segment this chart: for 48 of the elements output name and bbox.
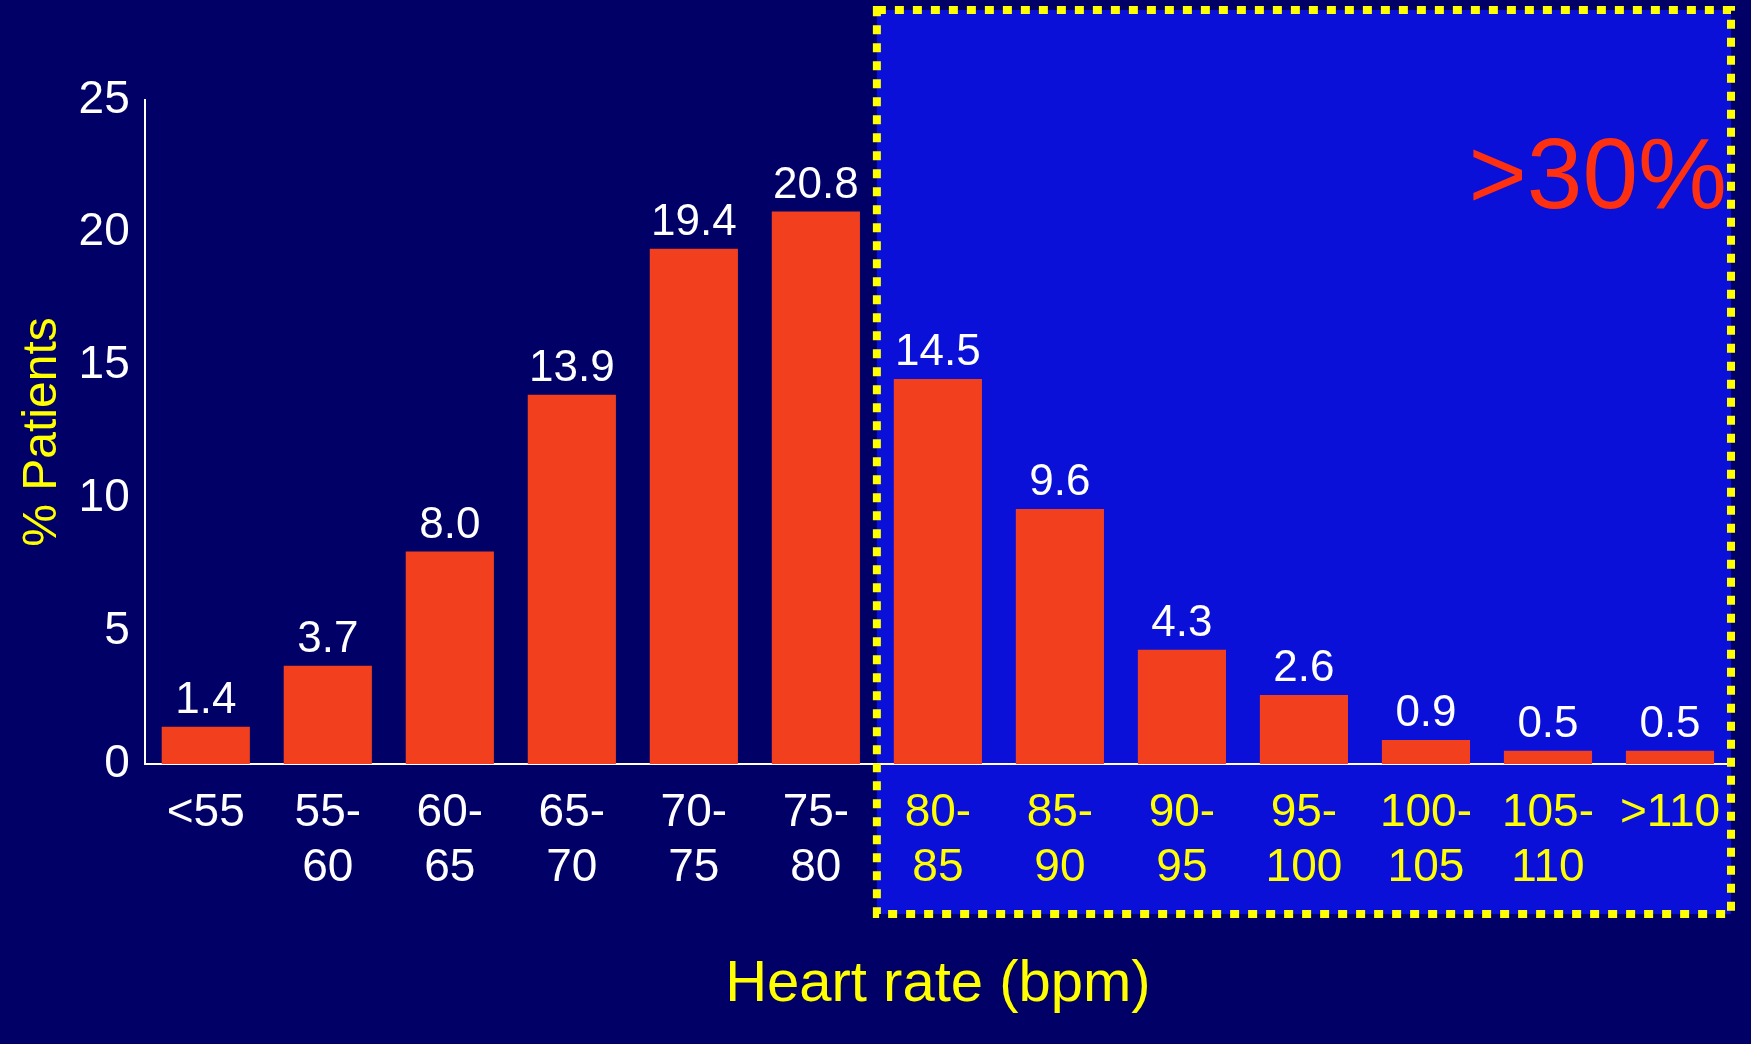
x-tick-label: 85-90 — [1026, 784, 1094, 892]
x-tick-label: 60-65 — [416, 784, 484, 892]
x-tick-label: 80-85 — [904, 784, 972, 892]
bar — [1137, 649, 1226, 764]
bar — [1503, 750, 1593, 764]
data-label: 13.9 — [529, 340, 615, 390]
x-tick-label: 75-80 — [782, 784, 850, 892]
data-label: 9.6 — [1029, 455, 1091, 505]
bar — [1381, 740, 1471, 764]
bar — [283, 665, 372, 764]
x-tick-label: >110 — [1619, 784, 1721, 837]
y-tick-label: 10 — [78, 469, 130, 522]
x-tick-label: 95-100 — [1265, 784, 1343, 892]
bar — [1015, 509, 1104, 764]
bar — [771, 211, 860, 764]
data-label: 3.7 — [297, 611, 359, 661]
x-tick-label: 65-70 — [538, 784, 606, 892]
y-tick-label: 25 — [78, 70, 130, 123]
data-label: 1.4 — [175, 672, 237, 722]
y-tick-label: 0 — [104, 734, 130, 787]
data-label: 2.6 — [1273, 641, 1335, 691]
data-label: 0.5 — [1639, 696, 1701, 746]
bar — [893, 378, 982, 764]
x-tick-label: 105-110 — [1501, 784, 1595, 892]
bar — [649, 248, 738, 764]
bar — [161, 726, 250, 764]
x-tick-label: 100-105 — [1379, 784, 1472, 892]
bar — [1625, 750, 1715, 764]
x-tick-label: <55 — [166, 784, 245, 837]
data-label: 8.0 — [419, 497, 481, 547]
x-tick-label: 55-60 — [294, 784, 362, 892]
bar — [405, 551, 494, 764]
data-label: 0.5 — [1517, 696, 1579, 746]
y-tick-label: 5 — [104, 601, 130, 654]
bar — [527, 394, 616, 764]
data-label: 20.8 — [773, 157, 859, 207]
x-tick-label: 70-75 — [660, 784, 728, 892]
y-axis-title: % Patients — [13, 317, 67, 547]
y-tick-label: 20 — [78, 203, 130, 256]
y-tick-label: 15 — [78, 336, 130, 389]
x-tick-label: 90-95 — [1148, 784, 1216, 892]
band-label: >30% — [1468, 116, 1727, 229]
x-axis-title: Heart rate (bpm) — [725, 948, 1151, 1014]
data-label: 14.5 — [895, 325, 981, 375]
bar — [1259, 694, 1349, 764]
data-label: 4.3 — [1151, 595, 1213, 645]
data-label: 0.9 — [1395, 686, 1457, 736]
data-label: 19.4 — [651, 194, 737, 244]
